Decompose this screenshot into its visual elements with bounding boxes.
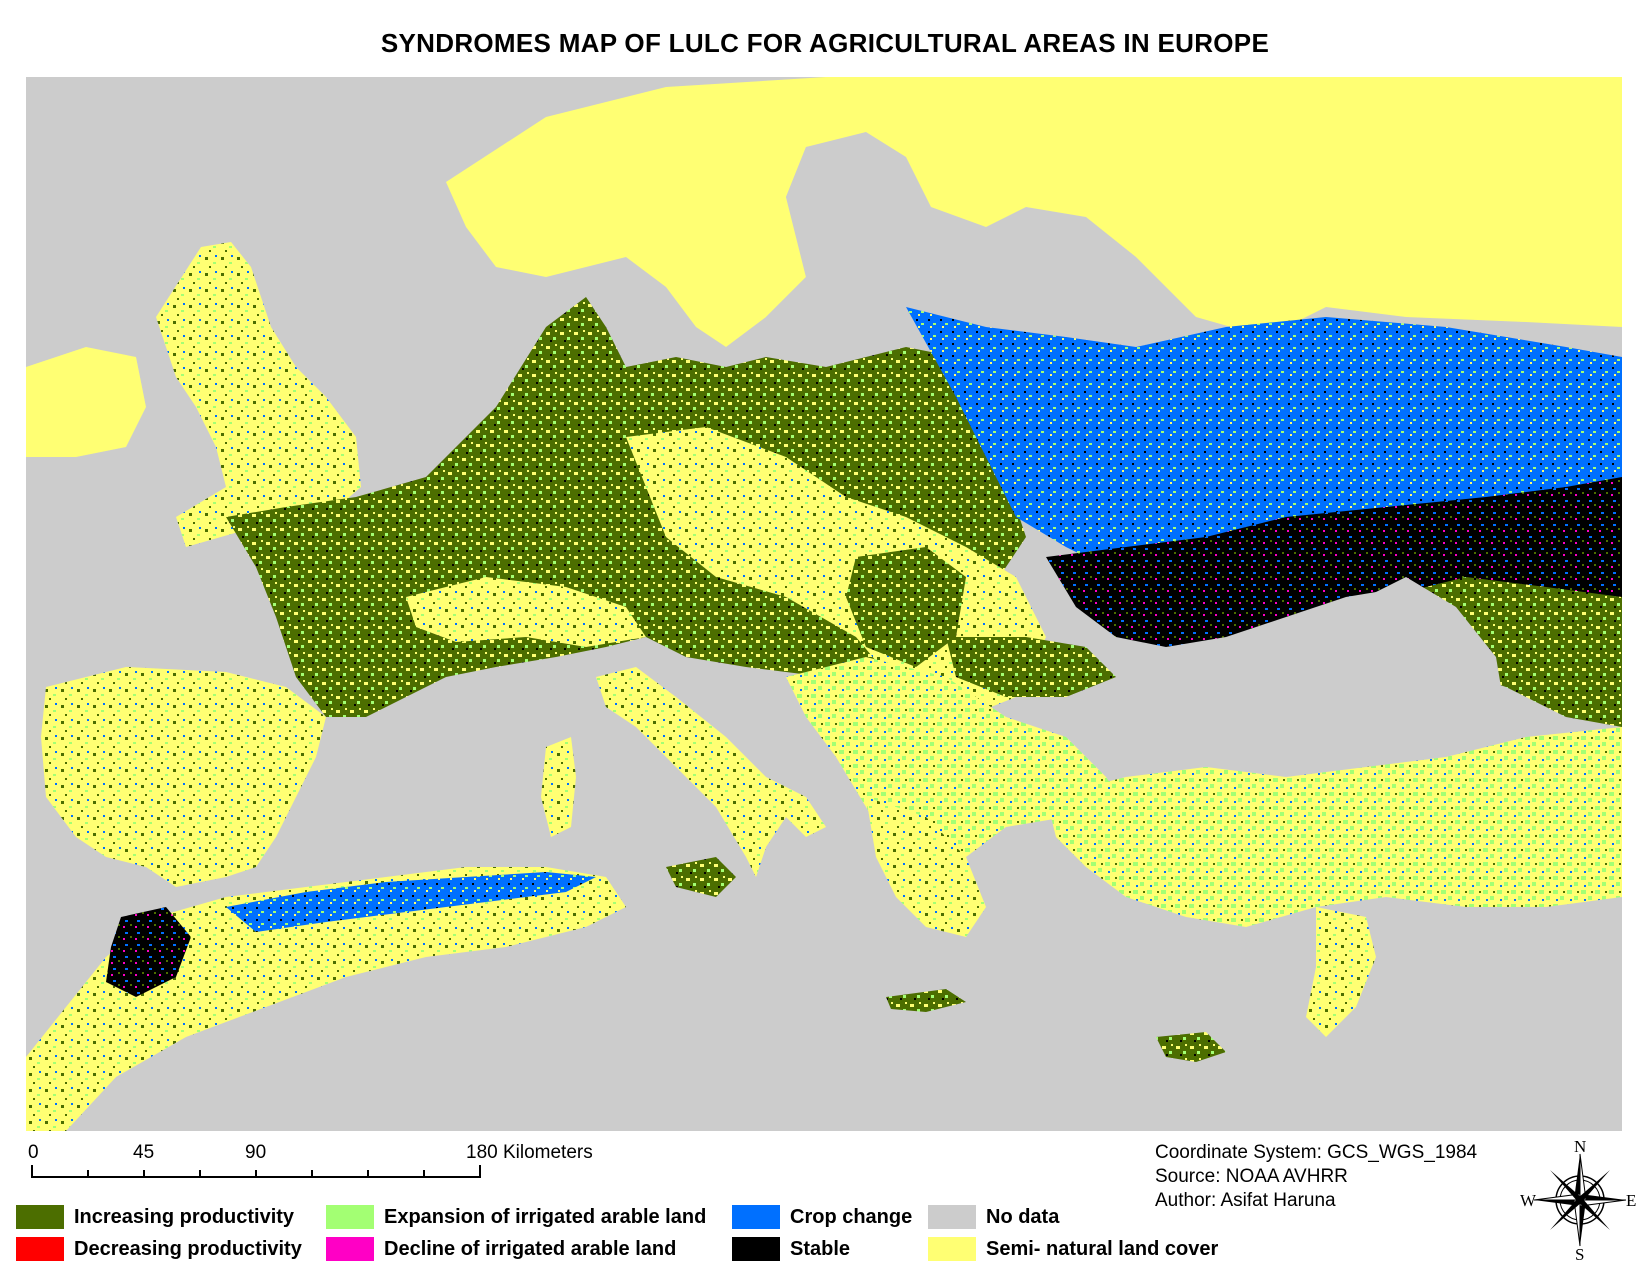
black-sea: [1116, 577, 1506, 777]
swatch-semi-natural: [928, 1237, 976, 1261]
swatch-decline: [326, 1237, 374, 1261]
legend-item-semi-natural: Semi- natural land cover: [928, 1236, 1218, 1262]
legend-item-expansion: Expansion of irrigated arable land: [326, 1204, 706, 1230]
legend-label: Semi- natural land cover: [986, 1237, 1219, 1260]
legend-item-crop-change: Crop change: [732, 1204, 912, 1230]
land-ireland: [26, 347, 146, 457]
coordinate-system: Coordinate System: GCS_WGS_1984: [1155, 1142, 1478, 1163]
scale-tick-45: 45: [133, 1142, 155, 1163]
land-romania-south: [946, 637, 1116, 697]
compass-n: N: [1574, 1140, 1586, 1156]
land-atlas-blue: [226, 872, 596, 932]
land-hungary: [846, 547, 966, 667]
land-east-black: [1046, 477, 1622, 647]
compass-rose-icon: N S W E: [1520, 1140, 1636, 1260]
legend-label: Expansion of irrigated arable land: [384, 1205, 707, 1228]
land-iberia: [41, 667, 326, 887]
legend-label: Increasing productivity: [74, 1205, 295, 1228]
scale-tick-180: 180 Kilometers: [466, 1142, 593, 1163]
legend-item-increasing: Increasing productivity: [16, 1204, 294, 1230]
land-sardinia: [541, 737, 576, 837]
legend: Increasing productivity Decreasing produ…: [16, 1204, 1416, 1274]
land-alps: [406, 577, 646, 647]
compass-e: E: [1626, 1191, 1636, 1210]
land-britain: [156, 242, 361, 547]
swatch-increasing: [16, 1205, 64, 1229]
land-cyprus: [1156, 1032, 1226, 1062]
compass-s: S: [1575, 1245, 1584, 1260]
legend-label: Decline of irrigated arable land: [384, 1237, 677, 1260]
land-baltic-gap: [766, 137, 1116, 337]
legend-item-decreasing: Decreasing productivity: [16, 1236, 302, 1262]
land-balkans: [786, 657, 1126, 877]
source: Source: NOAA AVHRR: [1155, 1166, 1348, 1187]
author: Author: Asifat Haruna: [1155, 1190, 1336, 1211]
legend-item-stable: Stable: [732, 1236, 850, 1262]
legend-label: Stable: [790, 1237, 851, 1260]
swatch-decreasing: [16, 1237, 64, 1261]
land-greece: [866, 797, 986, 937]
land-crete: [886, 989, 966, 1012]
land-morocco-dark: [106, 907, 191, 997]
map-title: SYNDROMES MAP OF LULC FOR AGRICULTURAL A…: [380, 28, 1270, 58]
land-italy: [596, 667, 826, 877]
compass-w: W: [1520, 1191, 1537, 1210]
legend-label: Decreasing productivity: [74, 1237, 302, 1260]
swatch-expansion: [326, 1205, 374, 1229]
map-area: [26, 77, 1622, 1131]
scale-bar: [31, 1165, 481, 1178]
land-levant: [1306, 907, 1376, 1037]
legend-label: Crop change: [790, 1205, 913, 1228]
legend-item-decline: Decline of irrigated arable land: [326, 1236, 676, 1262]
map-metadata: Coordinate System: GCS_WGS_1984 Source: …: [1155, 1141, 1477, 1213]
map-svg: [26, 77, 1622, 1131]
land-turkey: [1046, 727, 1622, 927]
land-sicily: [666, 857, 736, 897]
land-scandinavia: [446, 77, 1622, 347]
swatch-no-data: [928, 1205, 976, 1229]
swatch-stable: [732, 1237, 780, 1261]
legend-label: No data: [986, 1205, 1060, 1228]
scale-tick-90: 90: [245, 1142, 267, 1163]
scale-tick-0: 0: [28, 1142, 39, 1163]
swatch-crop-change: [732, 1205, 780, 1229]
legend-item-no-data: No data: [928, 1204, 1059, 1230]
